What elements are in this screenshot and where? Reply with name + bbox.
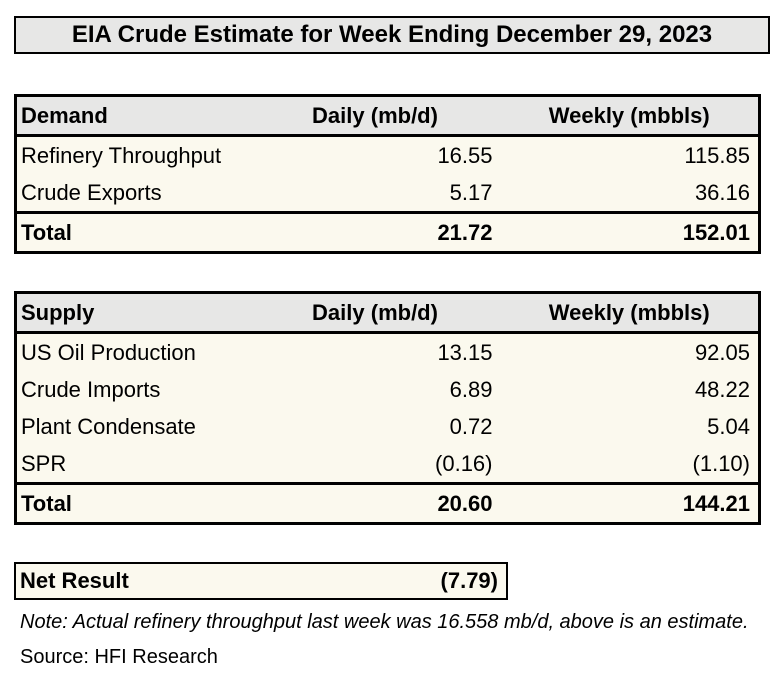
total-daily-value: 21.72 xyxy=(249,211,501,253)
demand-header-row: Demand Daily (mb/d) Weekly (mbbls) xyxy=(15,95,760,137)
row-label: US Oil Production xyxy=(15,332,250,371)
note-text: Note: Actual refinery throughput last we… xyxy=(20,611,749,633)
row-weekly-value: 36.16 xyxy=(500,174,760,213)
row-weekly-value: 48.22 xyxy=(500,371,760,408)
table-row: Crude Imports 6.89 48.22 xyxy=(15,371,760,408)
demand-header-daily: Daily (mb/d) xyxy=(249,95,501,137)
demand-table: Demand Daily (mb/d) Weekly (mbbls) Refin… xyxy=(14,94,761,254)
supply-header-label: Supply xyxy=(15,292,250,334)
row-label: Plant Condensate xyxy=(15,408,250,445)
row-weekly-value: 5.04 xyxy=(500,408,760,445)
supply-header-weekly: Weekly (mbbls) xyxy=(500,292,760,334)
supply-header-daily: Daily (mb/d) xyxy=(249,292,501,334)
table-row: SPR (0.16) (1.10) xyxy=(15,445,760,484)
net-result-box: Net Result (7.79) xyxy=(14,562,508,600)
total-label: Total xyxy=(15,211,250,253)
table-row: Refinery Throughput 16.55 115.85 xyxy=(15,135,760,174)
row-daily-value: 6.89 xyxy=(249,371,501,408)
supply-total-row: Total 20.60 144.21 xyxy=(15,482,760,524)
row-label: Refinery Throughput xyxy=(15,135,250,174)
row-daily-value: 13.15 xyxy=(249,332,501,371)
row-daily-value: (0.16) xyxy=(249,445,501,484)
demand-header-label: Demand xyxy=(15,95,250,137)
total-weekly-value: 152.01 xyxy=(500,211,760,253)
total-label: Total xyxy=(15,482,250,524)
row-weekly-value: 115.85 xyxy=(500,135,760,174)
row-label: Crude Exports xyxy=(15,174,250,213)
demand-total-row: Total 21.72 152.01 xyxy=(15,211,760,253)
net-result-value: (7.79) xyxy=(440,568,498,593)
demand-header-weekly: Weekly (mbbls) xyxy=(500,95,760,137)
row-daily-value: 16.55 xyxy=(249,135,501,174)
supply-table: Supply Daily (mb/d) Weekly (mbbls) US Oi… xyxy=(14,291,761,525)
source-text: Source: HFI Research xyxy=(20,646,218,668)
table-row: US Oil Production 13.15 92.05 xyxy=(15,332,760,371)
row-daily-value: 0.72 xyxy=(249,408,501,445)
table-row: Crude Exports 5.17 36.16 xyxy=(15,174,760,213)
page-title: EIA Crude Estimate for Week Ending Decem… xyxy=(71,21,713,48)
total-weekly-value: 144.21 xyxy=(500,482,760,524)
net-result-label: Net Result xyxy=(20,568,129,593)
row-weekly-value: (1.10) xyxy=(500,445,760,484)
row-label: SPR xyxy=(15,445,250,484)
row-daily-value: 5.17 xyxy=(249,174,501,213)
table-row: Plant Condensate 0.72 5.04 xyxy=(15,408,760,445)
row-label: Crude Imports xyxy=(15,371,250,408)
title-box: EIA Crude Estimate for Week Ending Decem… xyxy=(14,16,770,54)
supply-header-row: Supply Daily (mb/d) Weekly (mbbls) xyxy=(15,292,760,334)
row-weekly-value: 92.05 xyxy=(500,332,760,371)
total-daily-value: 20.60 xyxy=(249,482,501,524)
